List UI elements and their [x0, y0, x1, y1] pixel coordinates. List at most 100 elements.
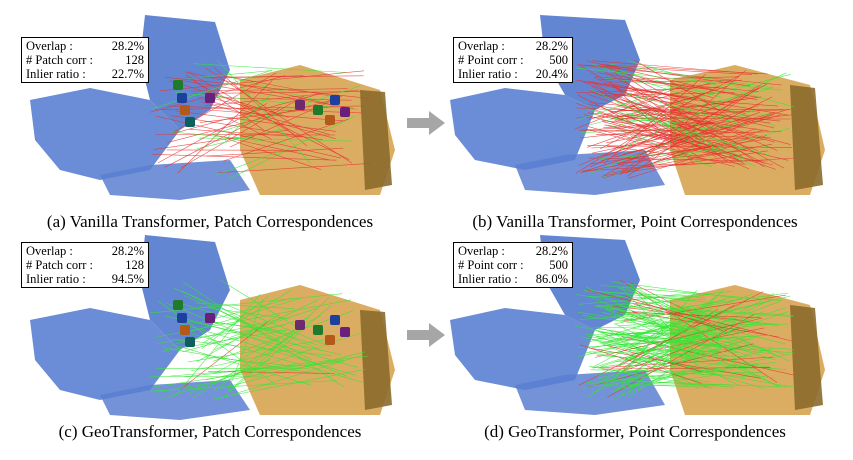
inlier-correspondence-line: [155, 359, 345, 393]
outlier-correspondence-line: [613, 121, 713, 168]
stat-label: Overlap :: [26, 39, 73, 53]
outlier-correspondence-line: [613, 83, 725, 106]
inlier-correspondence-line: [599, 291, 737, 324]
outlier-correspondence-line: [588, 80, 702, 145]
stat-label: Inlier ratio :: [26, 67, 86, 81]
source-cloud-floor: [30, 88, 180, 180]
outlier-correspondence-line: [202, 98, 330, 135]
outlier-correspondence-line: [602, 129, 764, 179]
inlier-correspondence-line: [575, 325, 757, 366]
patch-marker: [180, 105, 190, 115]
stat-label: # Point corr :: [458, 53, 524, 67]
inlier-correspondence-line: [591, 302, 714, 369]
outlier-correspondence-line: [579, 80, 751, 117]
outlier-correspondence-line: [576, 102, 738, 161]
outlier-correspondence-line: [591, 81, 691, 99]
inlier-correspondence-line: [162, 347, 319, 375]
outlier-correspondence-line: [180, 95, 305, 168]
inlier-correspondence-line: [594, 337, 746, 377]
outlier-correspondence-line: [590, 102, 781, 122]
outlier-correspondence-line: [580, 114, 792, 139]
outlier-correspondence-line: [594, 317, 763, 358]
outlier-correspondence-line: [582, 157, 795, 172]
inlier-correspondence-line: [165, 315, 341, 355]
inlier-correspondence-line: [214, 299, 319, 351]
inlier-correspondence-line: [228, 115, 355, 180]
inlier-correspondence-line: [193, 63, 347, 73]
outlier-correspondence-line: [631, 311, 779, 338]
stat-row-corr: # Point corr : 500: [458, 258, 568, 272]
patch-marker: [313, 105, 323, 115]
inlier-correspondence-line: [616, 290, 724, 392]
inlier-correspondence-line: [212, 328, 303, 392]
inlier-correspondence-line: [174, 294, 261, 397]
inlier-correspondence-line: [590, 333, 717, 376]
stat-row-inlier: Inlier ratio : 94.5%: [26, 272, 144, 286]
scene-a: [30, 15, 395, 200]
outlier-correspondence-line: [614, 98, 749, 121]
outlier-correspondence-line: [224, 75, 304, 79]
patch-marker: [180, 325, 190, 335]
inlier-correspondence-line: [154, 359, 344, 387]
inlier-correspondence-line: [220, 279, 302, 330]
inlier-correspondence-line: [592, 63, 776, 127]
stat-value: 20.4%: [535, 67, 568, 81]
inlier-correspondence-line: [629, 348, 739, 353]
inlier-correspondence-line: [600, 285, 783, 301]
outlier-correspondence-line: [591, 91, 759, 151]
outlier-correspondence-line: [590, 146, 712, 165]
outlier-correspondence-line: [228, 139, 322, 170]
outlier-correspondence-line: [179, 321, 268, 391]
patch-marker: [177, 93, 187, 103]
stats-box-d: Overlap : 28.2% # Point corr : 500 Inlie…: [453, 242, 573, 288]
outlier-correspondence-line: [622, 118, 765, 155]
stat-row-overlap: Overlap : 28.2%: [458, 244, 568, 258]
stat-label: # Patch corr :: [26, 53, 93, 67]
inlier-correspondence-line: [587, 296, 734, 343]
panel-a: Overlap : 28.2% # Patch corr : 128 Inlie…: [0, 0, 420, 231]
outlier-correspondence-line: [582, 64, 782, 86]
outlier-correspondence-line: [624, 72, 686, 106]
inlier-correspondence-line: [623, 92, 748, 127]
outlier-correspondence-line: [609, 305, 745, 321]
stat-value: 22.7%: [111, 67, 144, 81]
outlier-correspondence-line: [218, 163, 370, 173]
patch-marker: [330, 95, 340, 105]
source-cloud-base: [100, 380, 250, 420]
inlier-correspondence-line: [597, 353, 719, 379]
target-cloud-side: [790, 85, 823, 190]
inlier-correspondence-line: [213, 368, 366, 400]
caption-c: (c) GeoTransformer, Patch Correspondence…: [58, 422, 362, 441]
source-cloud-floor: [450, 308, 595, 390]
outlier-correspondence-line: [595, 134, 771, 138]
inlier-correspondence-line: [625, 358, 795, 388]
outlier-correspondence-line: [177, 80, 273, 174]
stat-value: 500: [549, 53, 568, 67]
inlier-correspondence-line: [598, 304, 721, 336]
outlier-correspondence-line: [620, 121, 709, 146]
inlier-correspondence-line: [595, 305, 776, 361]
stat-value: 28.2%: [111, 39, 144, 53]
inlier-correspondence-line: [182, 317, 309, 353]
outlier-correspondence-line: [633, 122, 748, 172]
stat-label: # Patch corr :: [26, 258, 93, 272]
inlier-correspondence-line: [212, 310, 354, 362]
outlier-correspondence-line: [630, 282, 728, 332]
inlier-correspondence-line: [592, 384, 727, 386]
stat-label: # Point corr :: [458, 258, 524, 272]
outlier-correspondence-line: [212, 98, 277, 113]
outlier-correspondence-line: [620, 112, 750, 170]
inlier-correspondence-line: [599, 342, 712, 389]
inlier-correspondence-line: [601, 77, 726, 95]
inlier-correspondence-line: [216, 151, 278, 176]
inlier-correspondence-line: [220, 74, 329, 104]
inlier-correspondence-line: [198, 306, 289, 319]
arrow-shape: [407, 323, 445, 347]
stat-row-inlier: Inlier ratio : 22.7%: [26, 67, 144, 81]
inlier-correspondence-line: [150, 380, 337, 392]
outlier-correspondence-line: [186, 91, 361, 94]
inlier-correspondence-line: [224, 304, 331, 347]
outlier-correspondence-line: [153, 129, 289, 150]
inlier-correspondence-line: [219, 351, 365, 390]
outlier-correspondence-line: [229, 95, 343, 148]
